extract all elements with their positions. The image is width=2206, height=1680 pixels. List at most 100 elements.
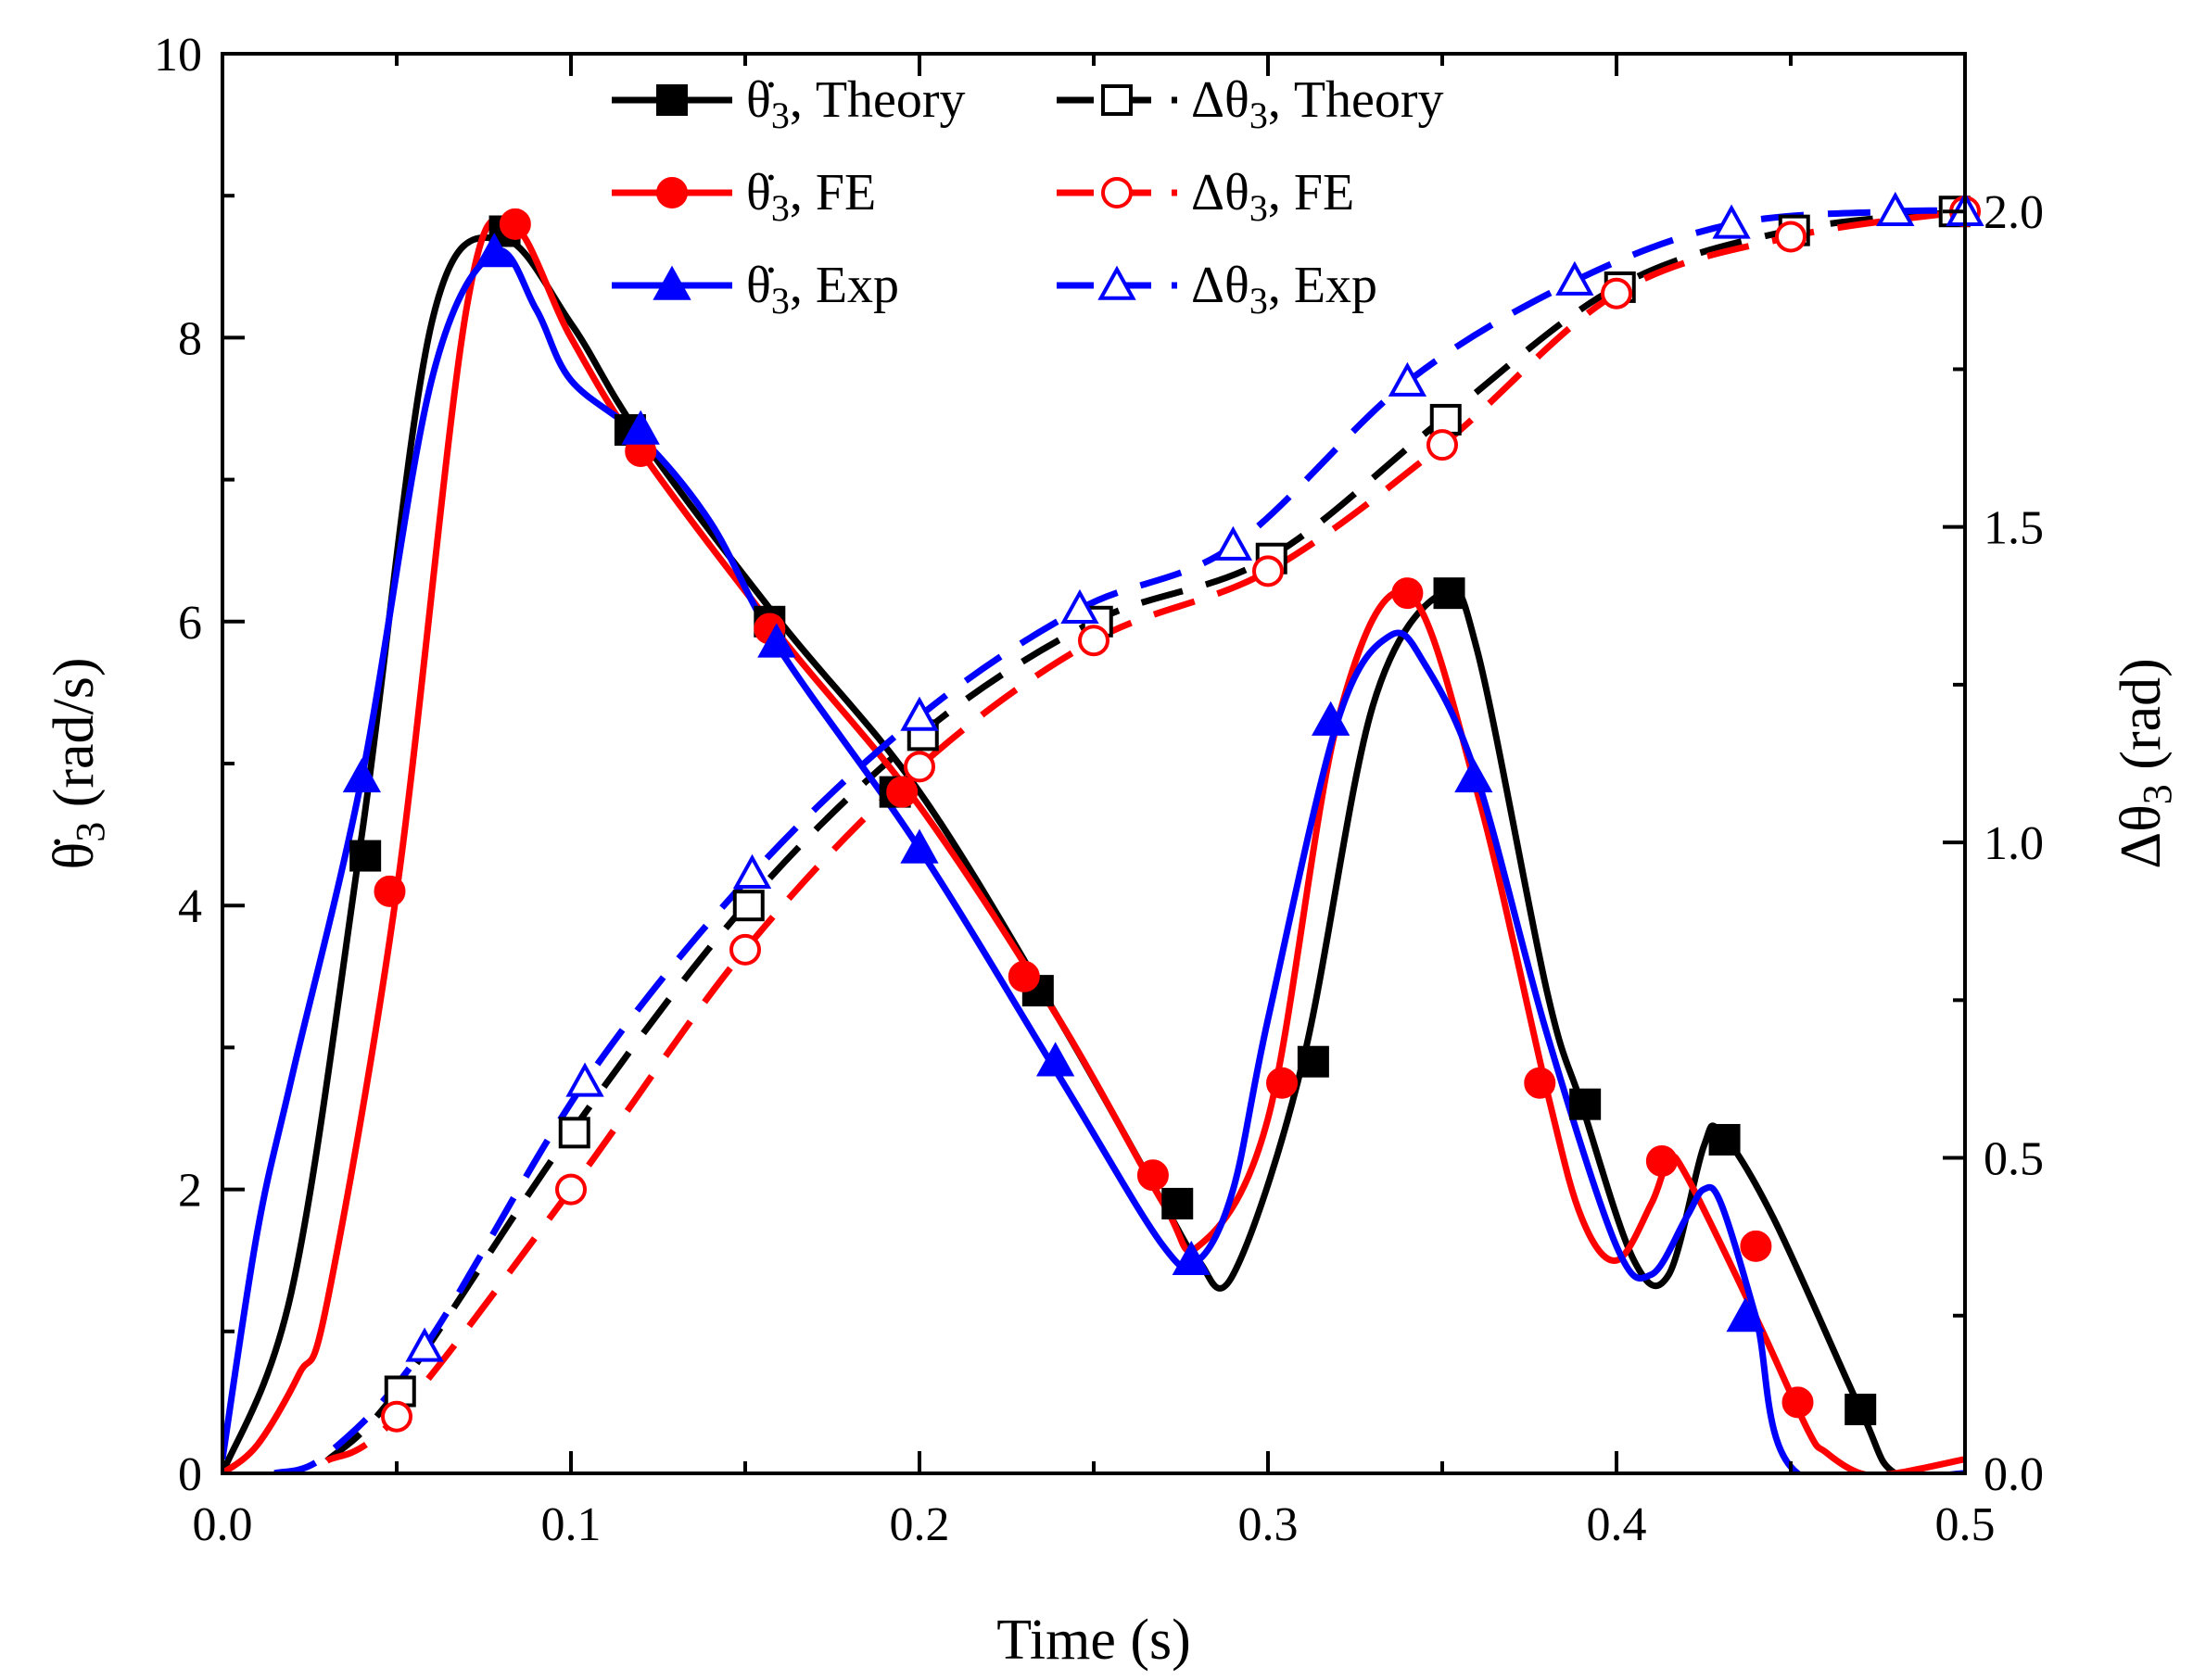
series-5-marker — [1712, 204, 1751, 239]
series-3-marker — [381, 1400, 412, 1433]
series-3-marker — [555, 1173, 587, 1206]
series-5-marker — [1388, 361, 1427, 397]
legend-label-main: θ̇ — [746, 164, 774, 221]
series-2-marker — [886, 776, 919, 808]
series-5-marker — [732, 853, 772, 889]
legend-marker — [1097, 265, 1136, 300]
series-0-marker — [1708, 1123, 1741, 1156]
x-axis-ticks: 0.0 0.1 0.2 0.3 0.4 0.5 — [193, 54, 1996, 1551]
series-3-marker — [1078, 625, 1109, 657]
series-2-marker — [1524, 1067, 1556, 1099]
series-4-marker — [900, 828, 939, 864]
legend-label-sub: 3 — [1249, 187, 1268, 229]
x-axis-title: Time (s) — [996, 1609, 1191, 1672]
series-4-marker — [757, 623, 796, 658]
legend-label: θ̇3, Exp — [746, 257, 899, 322]
series-0-marker — [349, 840, 382, 872]
series-4-marker — [1312, 701, 1350, 736]
y-left-axis-title: θ̇3 (rad/s) — [43, 657, 113, 869]
y-right-tick-label: 1.0 — [1984, 817, 2044, 870]
series-4-marker — [1454, 757, 1493, 793]
y-left-axis-ticks: 0 2 4 6 8 10 — [154, 29, 245, 1501]
series-1-marker — [732, 890, 765, 922]
series-line-3 — [324, 208, 1965, 1464]
x-tick-label: 0.0 — [193, 1498, 253, 1551]
series-1-marker — [384, 1375, 416, 1408]
series-lines — [222, 207, 1965, 1473]
series-3-marker — [1601, 277, 1632, 309]
series-0-marker — [1569, 1088, 1602, 1120]
legend-label: θ̇3, FE — [746, 164, 876, 229]
series-2-marker — [1781, 1386, 1814, 1419]
legend-marker — [656, 84, 688, 116]
y-right-title-sub: 3 — [2135, 784, 2180, 804]
series-5-marker — [565, 1062, 604, 1097]
series-0-marker — [1161, 1187, 1194, 1219]
y-right-tick-label: 2.0 — [1984, 186, 2044, 239]
series-2-marker — [1740, 1230, 1772, 1262]
x-tick-label: 0.3 — [1238, 1498, 1299, 1551]
legend-label-rest: , Exp — [790, 257, 899, 314]
series-line-4 — [222, 247, 1965, 1473]
y-left-tick-label: 4 — [178, 880, 202, 933]
y-left-tick-label: 10 — [154, 29, 202, 82]
series-3-marker — [1426, 429, 1458, 461]
series-2-marker — [374, 875, 406, 907]
series-2-marker — [499, 208, 531, 240]
plot-area — [221, 52, 1984, 1475]
y-right-tick-label: 0.0 — [1984, 1448, 2044, 1501]
series-line-1 — [324, 208, 1965, 1463]
series-1-marker — [558, 1117, 590, 1149]
legend-label: θ̇3, Theory — [746, 71, 966, 136]
legend-marker — [1101, 177, 1133, 208]
legend-label-rest: , Theory — [1268, 71, 1444, 129]
series-3-marker — [904, 751, 935, 783]
legend-marker — [1101, 84, 1133, 116]
series-4-marker — [342, 757, 382, 793]
legend-label-rest: , FE — [790, 164, 876, 221]
legend-label-sub: 3 — [1249, 280, 1268, 322]
legend-marker — [653, 265, 691, 300]
series-4-marker — [1035, 1042, 1075, 1077]
legend-label-rest: , Exp — [1268, 257, 1377, 314]
legend-label-main: θ̇ — [746, 71, 774, 129]
legend-label-sub: 3 — [771, 95, 790, 136]
y-left-tick-label: 0 — [178, 1448, 202, 1501]
x-tick-label: 0.2 — [890, 1498, 950, 1551]
y-left-title-sub: 3 — [68, 822, 113, 842]
legend-label-main: Δθ — [1191, 71, 1249, 129]
x-tick-label: 0.5 — [1935, 1498, 1996, 1551]
series-3-marker — [1775, 221, 1807, 253]
legend-label-main: θ̇ — [746, 257, 774, 314]
series-5-marker — [900, 696, 939, 731]
series-0-marker — [1297, 1045, 1329, 1078]
x-tick-label: 0.1 — [541, 1498, 602, 1551]
series-line-0 — [222, 234, 1965, 1473]
y-left-title-unit: (rad/s) — [43, 657, 106, 821]
series-5-marker — [1555, 260, 1594, 296]
series-markers — [342, 191, 1984, 1433]
y-left-tick-label: 8 — [178, 312, 202, 365]
series-5-marker — [1060, 588, 1099, 624]
series-4-marker — [621, 410, 660, 445]
y-right-axis-title: Δθ3 (rad) — [2110, 658, 2180, 869]
legend-label-sub: 3 — [1249, 95, 1268, 136]
legend-label-rest: , Theory — [790, 71, 966, 129]
series-0-marker — [1845, 1394, 1877, 1426]
series-4-marker — [475, 233, 513, 268]
series-1-marker — [1429, 403, 1462, 436]
legend-label: Δθ3, Theory — [1191, 71, 1444, 136]
series-2-marker — [1391, 577, 1424, 610]
y-right-tick-label: 0.5 — [1984, 1133, 2044, 1186]
series-3-marker — [729, 933, 761, 966]
series-4-marker — [1172, 1240, 1211, 1275]
series-3-marker — [1252, 555, 1284, 587]
series-0-marker — [1433, 577, 1465, 610]
y-left-title-main: θ̇ — [43, 839, 106, 870]
x-tick-label: 0.4 — [1587, 1498, 1647, 1551]
series-2-marker — [1008, 960, 1040, 992]
y-right-axis-ticks: 0.0 0.5 1.0 1.5 2.0 — [1943, 52, 2044, 1501]
legend-label: Δθ3, FE — [1191, 164, 1354, 229]
